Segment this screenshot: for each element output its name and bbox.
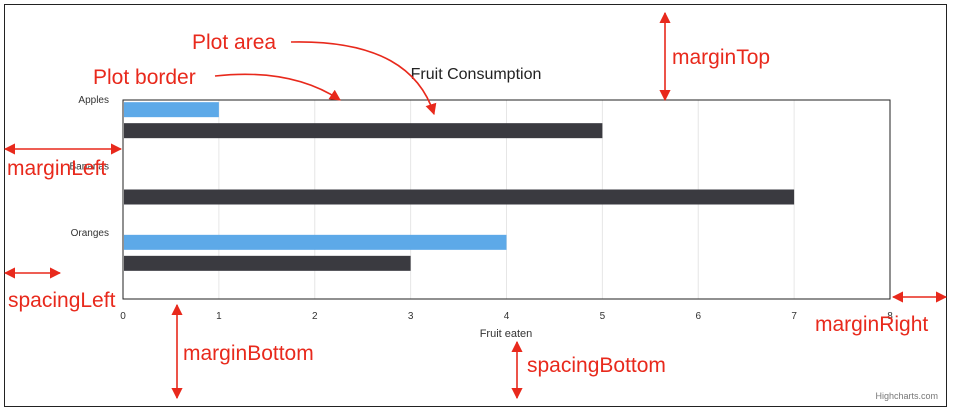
plot-area-arrow [290, 41, 437, 116]
bar-bananas-series-2[interactable] [124, 189, 795, 205]
x-tick-label: 8 [887, 311, 893, 322]
bar-oranges-series-2[interactable] [124, 255, 411, 271]
margin-top-annotation: marginTop [672, 46, 771, 69]
chart-title: Fruit Consumption [411, 66, 542, 83]
plot-border-arrow [214, 73, 341, 101]
bar-apples-series-1[interactable] [124, 102, 219, 118]
x-tick-label: 6 [695, 311, 701, 322]
spacing-bottom-annotation: spacingBottom [527, 354, 666, 377]
chart-container [4, 4, 947, 407]
x-tick-label: 4 [504, 311, 510, 322]
x-tick-label: 5 [600, 311, 606, 322]
bar-oranges-series-1[interactable] [124, 234, 507, 250]
bar-apples-series-2[interactable] [124, 123, 603, 139]
category-label: Apples [78, 95, 109, 106]
margin-left-annotation: marginLeft [7, 157, 107, 180]
margin-bottom-annotation: marginBottom [183, 342, 314, 365]
margin-right-annotation: marginRight [815, 313, 929, 336]
x-tick-label: 1 [216, 311, 222, 322]
credits-text[interactable]: Highcharts.com [875, 391, 938, 401]
plot-area-annotation: Plot area [192, 31, 277, 54]
plot-border [122, 99, 891, 300]
x-tick-label: 2 [312, 311, 318, 322]
bar-series [124, 102, 795, 271]
category-labels: Apples Bananas Oranges [70, 95, 109, 239]
x-tick-label: 7 [791, 311, 797, 322]
x-axis-title: Fruit eaten [480, 328, 533, 340]
x-tick-labels: 0 1 2 3 4 5 6 7 8 [120, 311, 893, 322]
x-tick-label: 0 [120, 311, 126, 322]
category-label: Oranges [71, 228, 109, 239]
plot-border-annotation: Plot border [93, 66, 196, 89]
spacing-left-annotation: spacingLeft [8, 289, 116, 312]
category-label: Bananas [70, 162, 109, 173]
x-tick-label: 3 [408, 311, 414, 322]
